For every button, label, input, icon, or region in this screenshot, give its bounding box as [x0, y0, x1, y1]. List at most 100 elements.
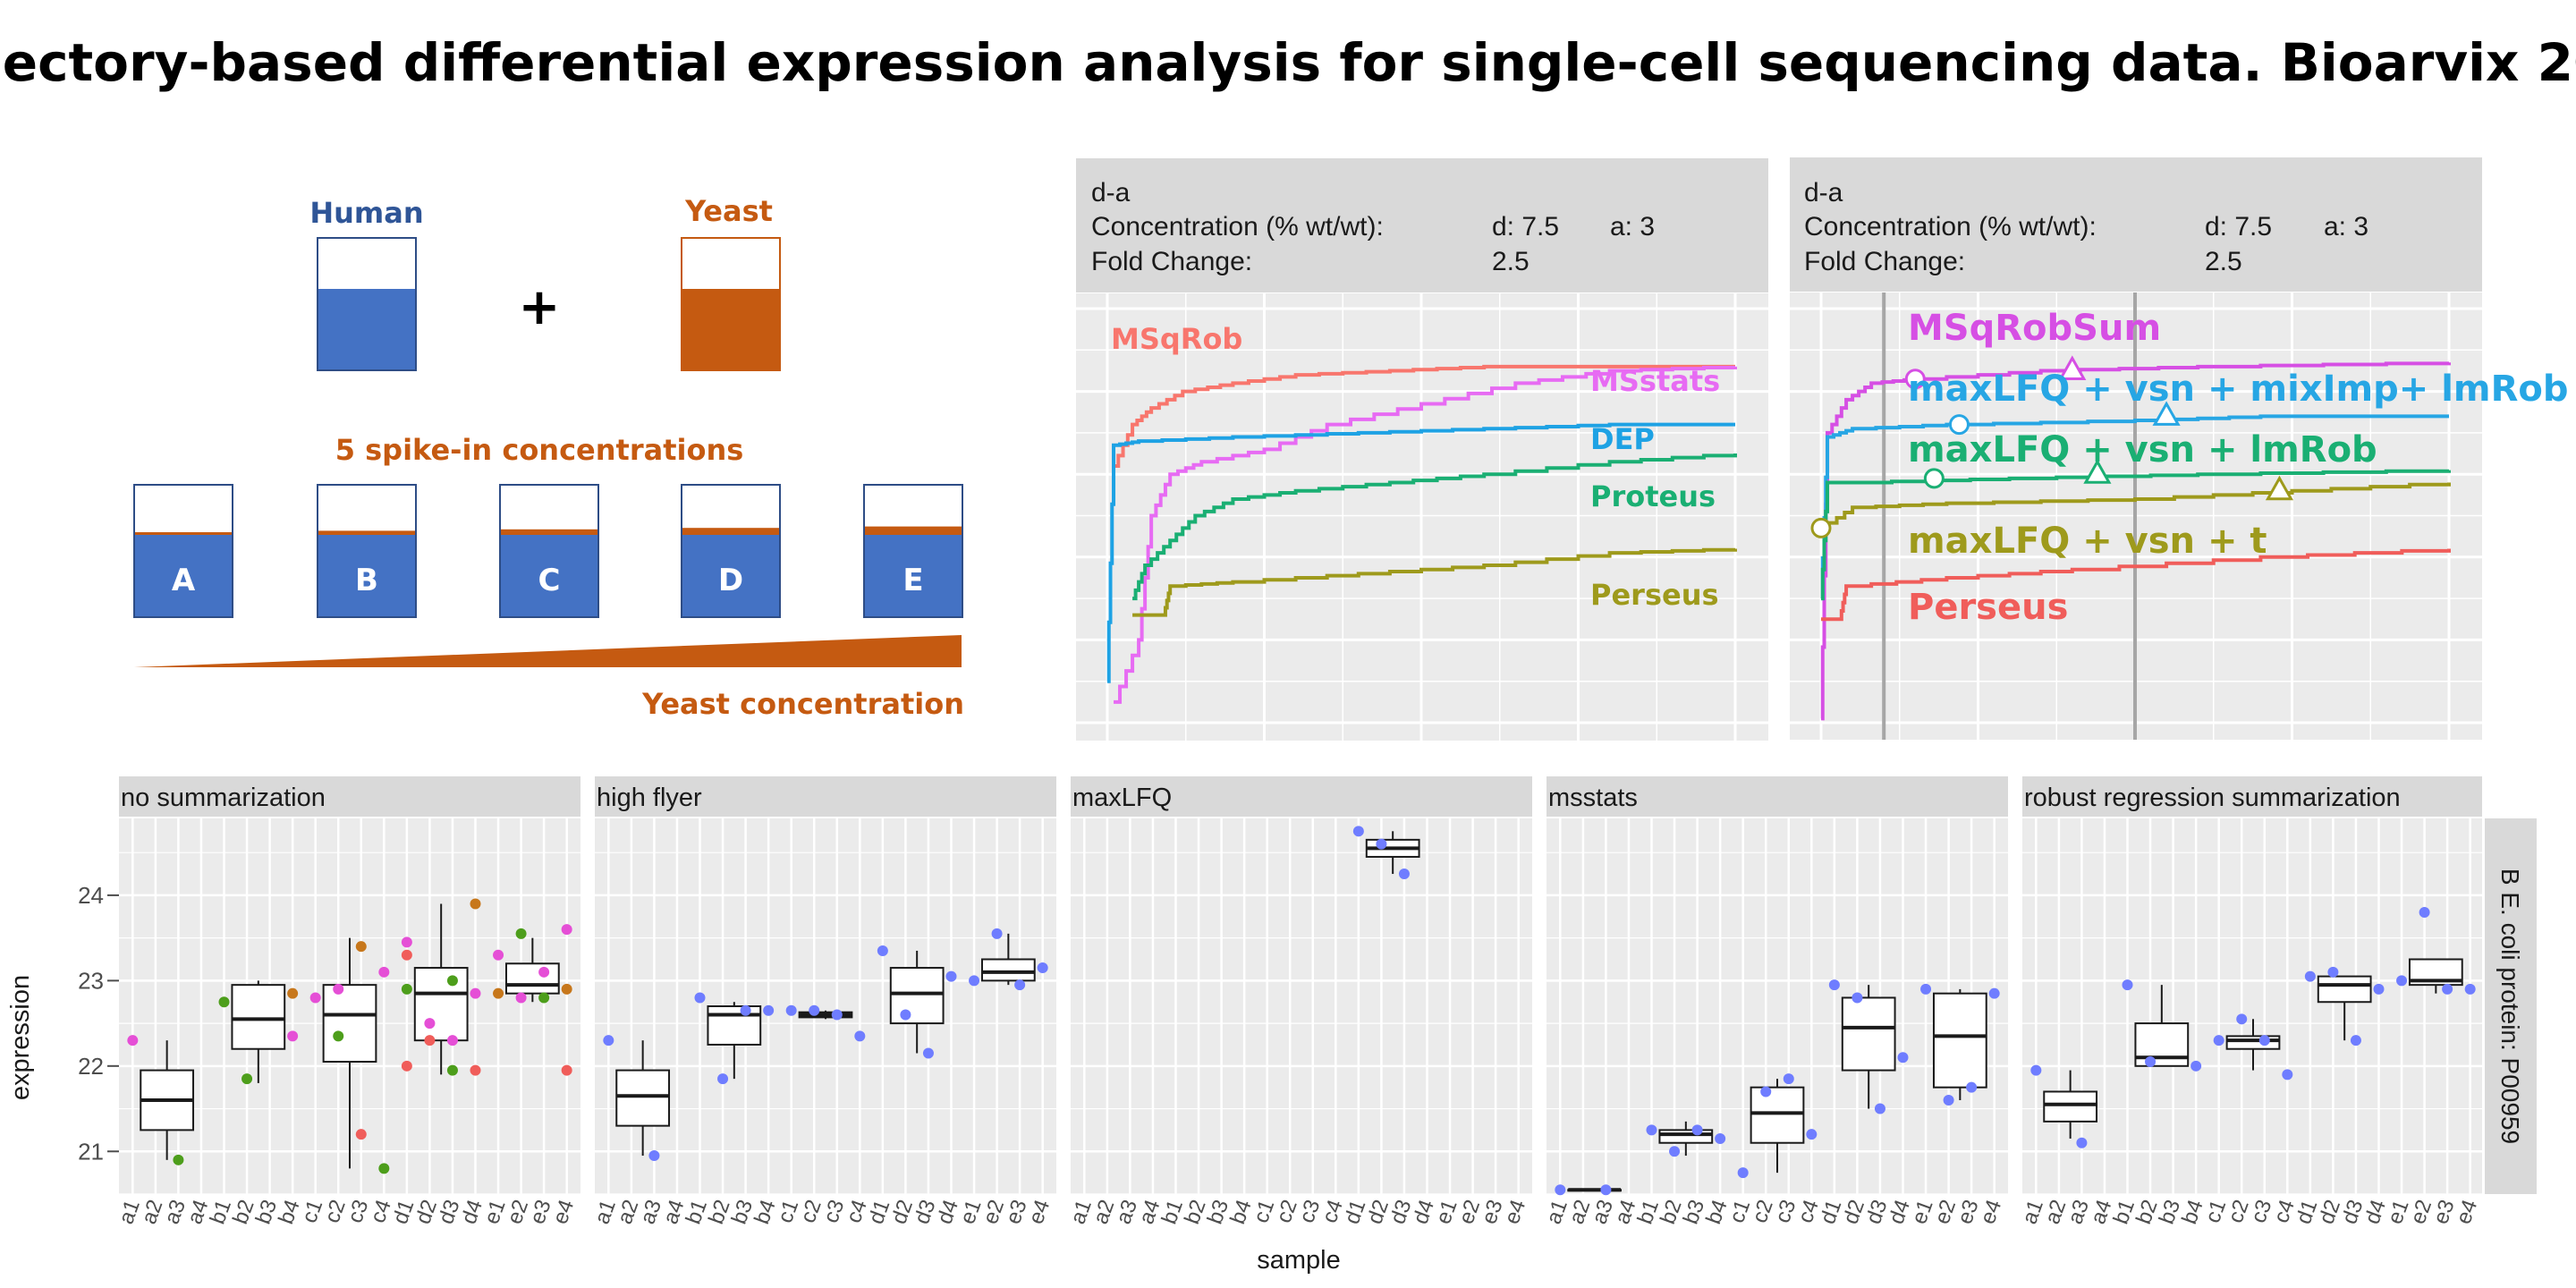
series-label-perseus: Perseus: [1590, 578, 1719, 612]
box: [413, 967, 469, 1042]
data-point: [493, 949, 504, 961]
yeast-ramp: [134, 635, 962, 667]
data-point: [1874, 1103, 1885, 1114]
strip-foldchange-label: Fold Change:: [1804, 247, 1965, 276]
data-point: [2327, 966, 2339, 978]
data-point: [2442, 983, 2453, 995]
data-point: [333, 1030, 344, 1042]
boxplot-panels: no summarizationa1a2a3a4b1b2b3b4c1c2c3c4…: [78, 776, 2482, 1227]
series-label-msqrob: MSqRob: [1111, 322, 1242, 356]
facet-robust-regression-summarization: robust regression summarizationa1a2a3a4b…: [2017, 776, 2482, 1227]
data-point: [922, 1047, 934, 1059]
data-point: [831, 1009, 843, 1021]
strip-foldchange-value: 2.5: [1492, 247, 1530, 276]
series-label-msstats: MSstats: [1590, 364, 1720, 398]
data-point: [2282, 1069, 2293, 1080]
data-point: [242, 1073, 253, 1085]
sample-water: [501, 535, 597, 616]
roc-line-perseus: [1821, 548, 2451, 622]
data-point: [809, 1004, 820, 1016]
data-point: [470, 1064, 481, 1076]
sample-yeast-band: [501, 529, 597, 535]
data-point: [333, 983, 344, 995]
facet-strip: [595, 776, 1056, 817]
box: [707, 1005, 762, 1046]
facet-high-flyer: high flyera1a2a3a4b1b2b3b4c1c2c3c4d1d2d3…: [589, 776, 1056, 1227]
data-point: [1715, 1132, 1726, 1144]
data-point: [401, 983, 412, 995]
data-point: [493, 987, 504, 999]
data-point: [2350, 1035, 2361, 1046]
roc-right-labels: MSqRobSum maxLFQ + vsn + mixImp+ lmRob max…: [1908, 308, 2569, 628]
sample-water: [865, 535, 962, 616]
facet-plot-bg: [1071, 818, 1532, 1194]
data-point: [401, 949, 412, 961]
y-tick-label: 24: [78, 882, 104, 909]
facet-msstats: msstatsa1a2a3a4b1b2b3b4c1c2c3c4d1d2d3d4e…: [1541, 776, 2008, 1227]
roc-line-msqrob: [1114, 364, 1735, 468]
y-axis-label: expression: [6, 975, 35, 1100]
strip-concentration-a: a: 3: [2324, 212, 2368, 242]
facet-strip-label: robust regression summarization: [2024, 784, 2401, 812]
data-point: [1828, 979, 1840, 991]
data-point: [446, 1035, 458, 1046]
data-point: [401, 936, 412, 948]
box: [980, 958, 1036, 982]
data-point: [2213, 1035, 2224, 1046]
data-point: [2076, 1137, 2088, 1148]
roc-left-labels: MSqRob MSstats DEP Proteus Perseus: [1111, 322, 1720, 612]
data-point: [991, 928, 1003, 939]
data-point: [1920, 983, 1932, 995]
facet-strip-label: maxLFQ: [1072, 784, 1172, 812]
data-point: [515, 992, 527, 1004]
data-point: [1014, 979, 1026, 991]
data-point: [561, 983, 572, 995]
data-point: [1646, 1124, 1657, 1136]
data-point: [603, 1035, 614, 1046]
sample-label-b: B: [355, 563, 378, 598]
data-point: [1376, 838, 1387, 850]
x-tick-label: e4: [1024, 1197, 1055, 1227]
data-point: [945, 970, 957, 982]
threshold-circle-marker: [1923, 468, 1945, 489]
data-point: [446, 975, 458, 987]
data-point: [1852, 992, 1863, 1004]
data-point: [785, 1004, 797, 1016]
data-point: [969, 975, 980, 987]
roc-left-grid: [1076, 293, 1768, 741]
facet-strip-label: no summarization: [121, 784, 326, 812]
data-point: [763, 1004, 775, 1016]
data-point: [740, 1004, 751, 1016]
roc-line-msqrobsum: [1820, 361, 2451, 721]
strip-title: d-a: [1804, 178, 1843, 208]
data-point: [694, 992, 706, 1004]
box: [2225, 1035, 2281, 1050]
sample-beakers: A B C D E: [133, 484, 963, 618]
data-point: [515, 928, 527, 939]
data-point: [2396, 975, 2408, 987]
yeast-label: Yeast: [684, 194, 773, 228]
data-point: [378, 966, 390, 978]
data-point: [1760, 1086, 1772, 1097]
x-tick-label: e4: [1976, 1197, 2007, 1227]
data-point: [854, 1030, 866, 1042]
data-point: [2145, 1056, 2157, 1068]
data-point: [401, 1060, 412, 1072]
threshold-triangle-marker: [2083, 459, 2112, 484]
roc-right-strip: [1790, 157, 2482, 292]
data-point: [648, 1150, 660, 1162]
facet-no-summarization: no summarizationa1a2a3a4b1b2b3b4c1c2c3c4…: [114, 776, 580, 1227]
threshold-circle-marker: [1810, 517, 1832, 538]
data-point: [355, 941, 367, 953]
data-point: [287, 987, 299, 999]
data-point: [1398, 869, 1410, 880]
roc-line-perseus: [1132, 547, 1737, 617]
data-point: [561, 924, 572, 936]
facet-strip-label: msstats: [1548, 784, 1638, 812]
sample-label-e: E: [902, 563, 923, 598]
right-strip: [2485, 818, 2537, 1194]
threshold-triangle-marker: [2152, 401, 2181, 426]
data-point: [1737, 1167, 1749, 1179]
facet-maxlfq: maxLFQa1a2a3a4b1b2b3b4c1c2c3c4d1d2d3d4e1…: [1065, 776, 1532, 1227]
data-point: [1600, 1184, 1612, 1196]
